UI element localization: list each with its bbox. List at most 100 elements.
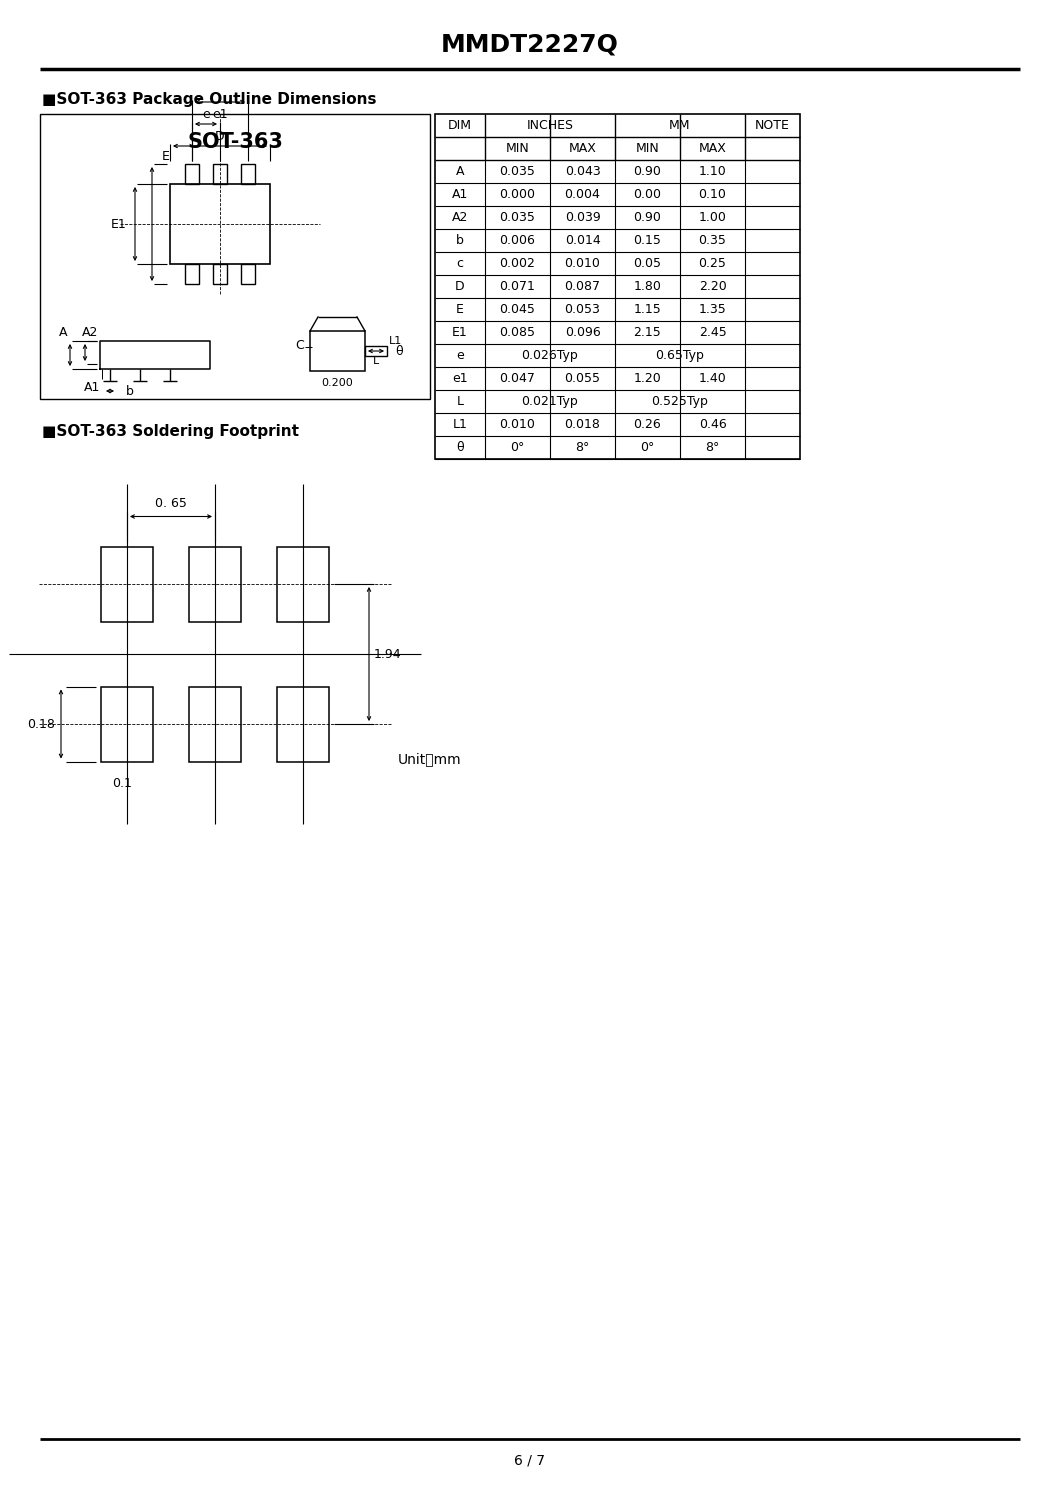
Text: A: A <box>58 325 67 339</box>
Text: 0.053: 0.053 <box>565 303 600 316</box>
Text: ■SOT-363 Soldering Footprint: ■SOT-363 Soldering Footprint <box>42 424 299 439</box>
Text: e: e <box>202 108 210 120</box>
Text: L1: L1 <box>388 336 402 346</box>
Text: 0.10: 0.10 <box>699 187 726 201</box>
Text: 0.035: 0.035 <box>499 165 535 178</box>
Text: NOTE: NOTE <box>755 118 790 132</box>
Text: 0.055: 0.055 <box>565 372 601 385</box>
Text: DIM: DIM <box>448 118 472 132</box>
Bar <box>40 114 430 399</box>
Text: 0.05: 0.05 <box>634 256 661 270</box>
Text: 0.043: 0.043 <box>565 165 600 178</box>
Text: D: D <box>215 129 225 142</box>
Text: L: L <box>373 355 379 366</box>
Text: 0.26: 0.26 <box>634 418 661 432</box>
Text: 1.35: 1.35 <box>699 303 726 316</box>
Bar <box>213 264 227 283</box>
Text: 0.525Typ: 0.525Typ <box>652 396 708 408</box>
Text: 0°: 0° <box>640 441 655 454</box>
Text: INCHES: INCHES <box>527 118 573 132</box>
Bar <box>213 163 227 184</box>
Text: 0.46: 0.46 <box>699 418 726 432</box>
Text: 0.35: 0.35 <box>699 234 726 247</box>
Bar <box>241 163 255 184</box>
Bar <box>101 687 153 761</box>
Text: c: c <box>457 256 463 270</box>
Text: 1.10: 1.10 <box>699 165 726 178</box>
Text: 0.200: 0.200 <box>321 378 353 388</box>
Text: 0.65Typ: 0.65Typ <box>655 349 705 361</box>
Text: 0.021Typ: 0.021Typ <box>522 396 579 408</box>
Text: A2: A2 <box>82 325 99 339</box>
Text: e: e <box>456 349 464 361</box>
Text: 0.25: 0.25 <box>699 256 726 270</box>
Text: SOT-363: SOT-363 <box>187 132 283 151</box>
Text: 0.006: 0.006 <box>499 234 535 247</box>
Text: E: E <box>162 150 170 162</box>
Text: 1.80: 1.80 <box>634 280 661 292</box>
Bar <box>310 331 365 370</box>
Text: b: b <box>126 385 134 397</box>
Text: MAX: MAX <box>699 142 726 154</box>
Text: 0.047: 0.047 <box>499 372 535 385</box>
Text: θ: θ <box>395 345 403 357</box>
Text: 0.071: 0.071 <box>499 280 535 292</box>
Text: MIN: MIN <box>506 142 529 154</box>
Text: MIN: MIN <box>636 142 659 154</box>
Text: A1: A1 <box>84 381 101 394</box>
Text: 1.94: 1.94 <box>373 648 401 661</box>
Text: 0.010: 0.010 <box>565 256 600 270</box>
Bar <box>241 264 255 283</box>
Text: 1.15: 1.15 <box>634 303 661 316</box>
Text: 0.014: 0.014 <box>565 234 600 247</box>
Text: 2.20: 2.20 <box>699 280 726 292</box>
Text: 0.018: 0.018 <box>565 418 600 432</box>
Text: 0.1: 0.1 <box>112 776 131 790</box>
Bar <box>186 163 199 184</box>
Text: 0.004: 0.004 <box>565 187 600 201</box>
Text: 1.20: 1.20 <box>634 372 661 385</box>
Text: 0.035: 0.035 <box>499 211 535 223</box>
Text: 1.40: 1.40 <box>699 372 726 385</box>
Text: 0.096: 0.096 <box>565 325 600 339</box>
Text: e1: e1 <box>453 372 467 385</box>
Text: 8°: 8° <box>705 441 720 454</box>
Bar <box>435 114 800 459</box>
Text: 1.00: 1.00 <box>699 211 726 223</box>
Text: 0.15: 0.15 <box>634 234 661 247</box>
Text: 0.002: 0.002 <box>499 256 535 270</box>
Text: 0.010: 0.010 <box>499 418 535 432</box>
Text: E1: E1 <box>453 325 467 339</box>
Text: 0.045: 0.045 <box>499 303 535 316</box>
Text: MM: MM <box>669 118 691 132</box>
Text: L: L <box>457 396 463 408</box>
Text: A2: A2 <box>452 211 469 223</box>
Text: 2.45: 2.45 <box>699 325 726 339</box>
Text: A: A <box>456 165 464 178</box>
Text: 2.15: 2.15 <box>634 325 661 339</box>
Bar <box>277 547 329 622</box>
Text: 0.90: 0.90 <box>634 211 661 223</box>
Text: L1: L1 <box>453 418 467 432</box>
Text: b: b <box>456 234 464 247</box>
Bar <box>186 264 199 283</box>
Bar <box>365 346 387 355</box>
Bar <box>189 687 241 761</box>
Bar <box>189 547 241 622</box>
Text: ■SOT-363 Package Outline Dimensions: ■SOT-363 Package Outline Dimensions <box>42 91 376 106</box>
Text: 0.039: 0.039 <box>565 211 600 223</box>
Text: D: D <box>455 280 465 292</box>
Bar <box>277 687 329 761</box>
Text: Unit：mm: Unit：mm <box>399 752 462 766</box>
Bar <box>101 547 153 622</box>
Text: 0.000: 0.000 <box>499 187 535 201</box>
Text: 0°: 0° <box>510 441 525 454</box>
Text: 0.026Typ: 0.026Typ <box>522 349 579 361</box>
Text: θ: θ <box>456 441 464 454</box>
Text: 8°: 8° <box>576 441 589 454</box>
Text: E: E <box>456 303 464 316</box>
Text: 0. 65: 0. 65 <box>155 498 187 510</box>
Text: 0.90: 0.90 <box>634 165 661 178</box>
Text: A1: A1 <box>452 187 469 201</box>
Text: 0.00: 0.00 <box>634 187 661 201</box>
